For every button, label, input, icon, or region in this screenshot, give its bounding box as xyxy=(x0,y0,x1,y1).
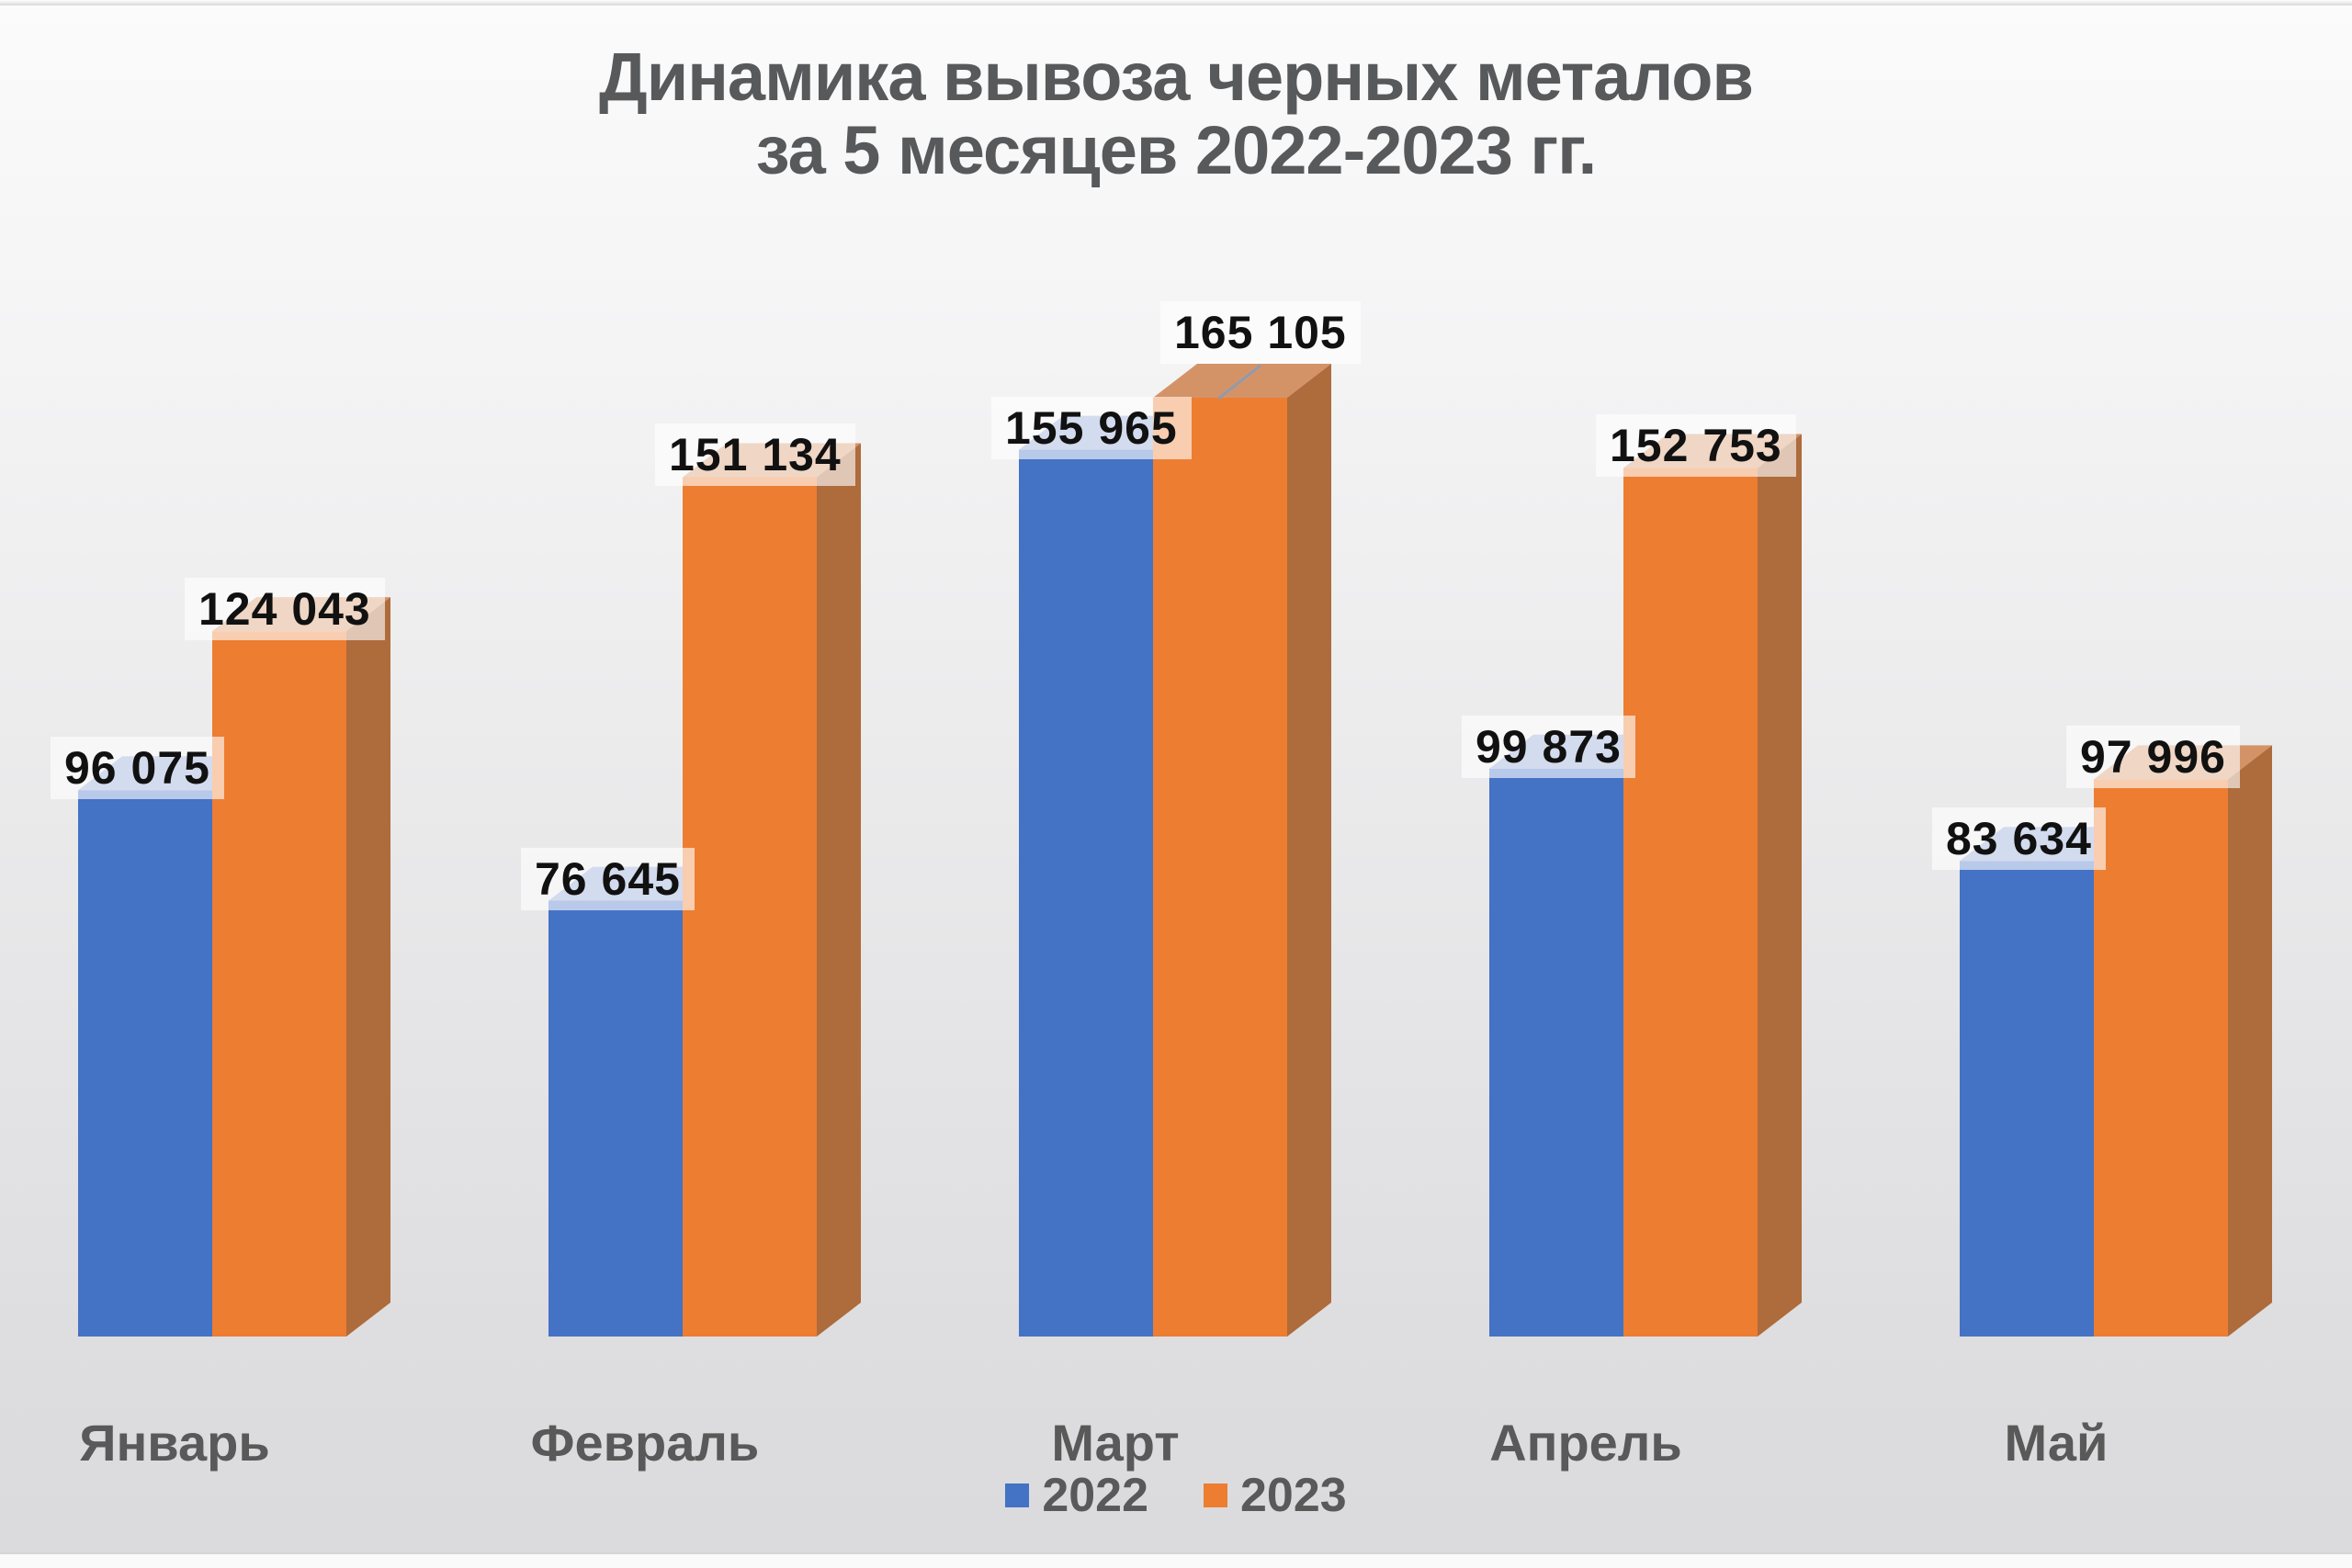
legend-swatch-2023 xyxy=(1204,1483,1227,1507)
data-label-2023-4: 97 996 xyxy=(2066,726,2240,789)
data-label-2023-1: 151 134 xyxy=(655,423,855,487)
category-label-0: Январь xyxy=(79,1414,270,1472)
legend-item-2023: 2023 xyxy=(1204,1468,1347,1523)
legend: 2022 2023 xyxy=(0,1468,2352,1523)
bar-side-2023-4 xyxy=(2228,745,2272,1337)
chart-title: Динамика вывоза черных металов за 5 меся… xyxy=(0,40,2352,187)
chart-title-line-2: за 5 месяцев 2022-2023 гг. xyxy=(755,111,1597,188)
bar-side-2023-1 xyxy=(817,443,861,1337)
bottom-edge-strip xyxy=(0,1552,2352,1568)
category-label-3: Апрель xyxy=(1489,1414,1682,1472)
bar-2022-0 xyxy=(78,790,212,1337)
category-label-2: Март xyxy=(1051,1414,1180,1472)
data-label-2023-2: 165 105 xyxy=(1160,301,1361,364)
data-label-2022-3: 99 873 xyxy=(1462,715,1635,778)
bar-side-2023-0 xyxy=(346,597,390,1337)
data-label-2022-0: 96 075 xyxy=(51,737,224,800)
bar-2022-3 xyxy=(1489,768,1623,1337)
data-label-2022-4: 83 634 xyxy=(1932,807,2106,871)
data-label-2023-3: 152 753 xyxy=(1596,414,1796,478)
bar-side-2023-3 xyxy=(1758,434,1802,1337)
top-edge-line xyxy=(0,0,2352,6)
bar-2022-1 xyxy=(548,900,683,1337)
legend-item-2022: 2022 xyxy=(1005,1468,1148,1523)
bar-2023-0 xyxy=(212,631,346,1337)
leader-line-2023-2 xyxy=(1217,364,1261,400)
legend-swatch-2022 xyxy=(1005,1483,1030,1507)
bar-2023-4 xyxy=(2094,779,2228,1337)
data-label-2022-2: 155 965 xyxy=(991,396,1192,459)
legend-label-2022: 2022 xyxy=(1042,1469,1148,1522)
bar-2022-2 xyxy=(1019,449,1153,1337)
chart-title-line-1: Динамика вывоза черных металов xyxy=(599,39,1754,115)
bar-side-2023-2 xyxy=(1287,364,1331,1337)
category-label-1: Февраль xyxy=(530,1414,760,1472)
data-label-2023-0: 124 043 xyxy=(185,578,385,641)
bar-2023-2 xyxy=(1153,398,1287,1337)
bar-2023-3 xyxy=(1623,468,1758,1337)
legend-label-2023: 2023 xyxy=(1240,1469,1347,1522)
bar-2023-1 xyxy=(683,477,817,1337)
data-label-2022-1: 76 645 xyxy=(521,847,695,910)
bar-2022-4 xyxy=(1960,861,2094,1337)
category-label-4: Май xyxy=(2004,1414,2109,1472)
